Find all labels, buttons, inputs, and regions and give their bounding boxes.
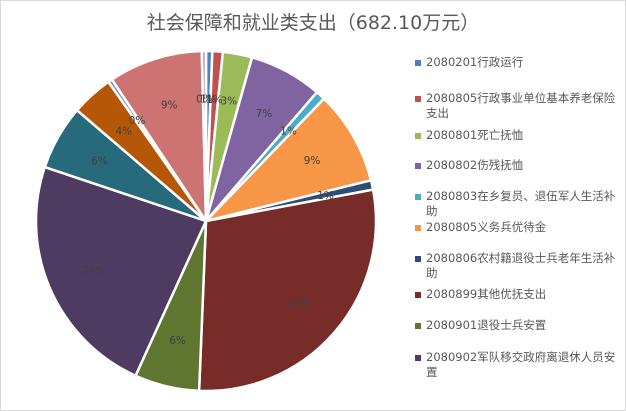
pie-slice[interactable]: [200, 49, 208, 223]
legend-item[interactable]: 2080201行政运行: [415, 55, 616, 70]
slice-percent-label: 1%: [317, 190, 334, 202]
slice-percent-label: 1%: [200, 94, 217, 106]
legend-label: 2080899其他优抚支出: [426, 287, 547, 301]
legend-item[interactable]: 2080801死亡抚恤: [415, 128, 616, 143]
pie-slice[interactable]: [34, 165, 208, 377]
legend-label: 2080801死亡抚恤: [426, 128, 524, 142]
legend-swatch-icon: [415, 96, 421, 102]
legend-swatch-icon: [415, 133, 421, 139]
slice-percent-label: 7%: [256, 108, 273, 120]
legend-label: 2080806农村籍退役士兵老年生活补助: [426, 251, 616, 280]
legend-label: 2080805义务兵优待金: [426, 220, 547, 234]
legend-label: 2080901退役士兵安置: [426, 318, 547, 332]
slice-percent-label: 0%: [196, 94, 213, 106]
slice-percent-label: 1%: [206, 94, 223, 106]
legend-label: 2080803在乡复员、退伍军人生活补助: [426, 189, 616, 218]
legend-swatch-icon: [415, 292, 421, 298]
slice-percent-label: 0%: [129, 115, 146, 127]
legend-item[interactable]: 2080802伤残抚恤: [415, 158, 616, 173]
legend-swatch-icon: [415, 256, 421, 262]
pie-slices: [34, 49, 378, 393]
legend-label: 2080802伤残抚恤: [426, 158, 524, 172]
slice-percent-label: 6%: [169, 335, 186, 347]
pie-slice[interactable]: [110, 49, 208, 223]
legend-item[interactable]: 2080901退役士兵安置: [415, 318, 616, 333]
slice-percent-label: 24%: [82, 265, 105, 277]
legend-swatch-icon: [415, 323, 421, 329]
legend-item[interactable]: 2080805义务兵优待金: [415, 220, 616, 235]
slice-percent-label: 1%: [280, 126, 297, 138]
legend-label: 2080805行政事业单位基本养老保险支出: [426, 91, 616, 120]
legend-swatch-icon: [415, 355, 421, 361]
pie-slice[interactable]: [197, 188, 378, 393]
slice-percent-label: 6%: [91, 156, 108, 168]
legend-item[interactable]: 2080899其他优抚支出: [415, 287, 616, 302]
legend-swatch-icon: [415, 163, 421, 169]
slice-percent-label: 29%: [287, 296, 310, 308]
chart-title: 社会保障和就业类支出（682.10万元）: [146, 12, 480, 34]
legend-item[interactable]: 2080805行政事业单位基本养老保险支出: [415, 91, 616, 121]
legend-item[interactable]: 2080803在乡复员、退伍军人生活补助: [415, 189, 616, 219]
legend-swatch-icon: [415, 194, 421, 200]
slice-percent-label: 4%: [115, 125, 132, 137]
slice-percent-label: 9%: [304, 155, 321, 167]
legend-label: 2080902军队移交政府离退休人员安置: [426, 350, 616, 379]
legend-swatch-icon: [415, 225, 421, 231]
legend-item[interactable]: 2080806农村籍退役士兵老年生活补助: [415, 251, 616, 281]
legend-label: 2080201行政运行: [426, 55, 524, 69]
legend-item[interactable]: 2080902军队移交政府离退休人员安置: [415, 350, 616, 380]
legend-swatch-icon: [415, 60, 421, 66]
slice-percent-label: 3%: [220, 96, 237, 108]
pie-labels: 1%1%3%7%1%9%1%29%6%24%6%4%0%9% 0%: [82, 94, 334, 348]
slice-percent-label: 9%: [161, 99, 178, 111]
